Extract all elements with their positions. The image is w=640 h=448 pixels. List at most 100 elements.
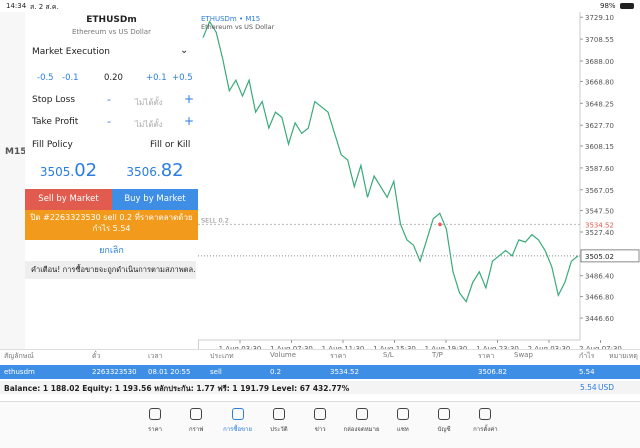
fill-policy: Fill Policy bbox=[32, 140, 73, 150]
price-line bbox=[202, 20, 579, 303]
lot-step: 0.20 bbox=[104, 73, 123, 83]
y-tick-label: 3608.15 bbox=[585, 143, 614, 151]
tab-icon[interactable] bbox=[396, 408, 409, 420]
sell-line-label: SELL 0.2 bbox=[201, 216, 229, 224]
column-header[interactable]: เวลา bbox=[148, 352, 163, 360]
bid-big: 02 bbox=[74, 160, 98, 181]
lot-step[interactable]: +0.5 bbox=[172, 73, 193, 83]
chart: 3729.10 3708.55 3688.00 3668.80 3648.25 3627.… bbox=[198, 12, 640, 352]
y-tick-label: 3668.80 bbox=[585, 78, 614, 86]
tab-label[interactable]: กราฟ bbox=[189, 426, 204, 433]
tab-label[interactable]: ประวัติ bbox=[270, 426, 288, 433]
lot-step[interactable]: -0.1 bbox=[62, 73, 79, 83]
tab-label[interactable]: บัญชี bbox=[437, 426, 451, 433]
tab-label[interactable]: ข่าว bbox=[314, 426, 326, 433]
tab-icon[interactable] bbox=[231, 408, 244, 420]
column-header[interactable]: S/L bbox=[383, 351, 394, 359]
take-profit: Take Profit bbox=[32, 117, 79, 127]
tab-icon[interactable] bbox=[438, 408, 451, 420]
ask: 3506.82 bbox=[112, 160, 198, 181]
fill-value[interactable]: Fill or Kill bbox=[150, 140, 191, 150]
tab-icon[interactable] bbox=[479, 408, 492, 420]
column-header[interactable]: ประเภท bbox=[210, 352, 234, 360]
trade-marker bbox=[438, 222, 442, 227]
status-time: 14:34 bbox=[6, 2, 27, 10]
x-tick-label: 2 Aug 07:30 bbox=[579, 345, 622, 352]
tp-value[interactable]: ไม่ได้ตั้ง bbox=[135, 120, 163, 129]
tab-icon[interactable] bbox=[190, 408, 203, 420]
y-tick-label: 3627.70 bbox=[585, 122, 614, 130]
sell-button[interactable]: Sell by Market bbox=[25, 189, 112, 210]
chart-symbol: ETHUSDm • M15 bbox=[201, 15, 260, 23]
tab-icon[interactable] bbox=[314, 408, 327, 420]
execution[interactable]: Market Execution bbox=[32, 47, 110, 57]
y-tick-label: 3527.40 bbox=[585, 229, 614, 237]
y-tick-label: 3729.10 bbox=[585, 14, 614, 22]
bid-main: 3505. bbox=[39, 165, 75, 179]
x-tick-label: 1 Aug 07:30 bbox=[270, 345, 313, 352]
column-header[interactable]: Swap bbox=[514, 351, 533, 359]
currency: USD bbox=[598, 383, 615, 392]
lot-step[interactable]: +0.1 bbox=[146, 73, 167, 83]
toolbar bbox=[0, 12, 26, 352]
tp-plus[interactable]: + bbox=[184, 114, 195, 128]
column-header[interactable]: สัญลักษณ์ bbox=[4, 352, 34, 360]
y-tick-label: 3547.50 bbox=[585, 208, 614, 216]
column-header[interactable]: ตั๋ว bbox=[92, 352, 101, 360]
ask-big: 82 bbox=[160, 160, 184, 181]
cell: 0.2 bbox=[270, 368, 282, 376]
balance: Balance: 1 188.02 Equity: 1 193.56 หลักป… bbox=[4, 384, 350, 393]
battery-icon bbox=[620, 3, 634, 9]
table-header-bg bbox=[0, 349, 640, 362]
y-tick-label: 3648.25 bbox=[585, 100, 614, 108]
timeframe[interactable]: M15 bbox=[5, 147, 27, 157]
column-header[interactable]: หมายเหตุ bbox=[609, 352, 638, 360]
plot-bg bbox=[198, 12, 580, 340]
x-tick-label: 1 Aug 15:30 bbox=[373, 345, 416, 352]
cancel[interactable]: ยกเลิก bbox=[99, 246, 124, 256]
y-tick-label: 3567.05 bbox=[585, 187, 614, 195]
current-price-tag bbox=[580, 249, 640, 263]
x-tick-label: 1 Aug 11:30 bbox=[322, 345, 365, 352]
sl-plus[interactable]: + bbox=[184, 92, 195, 106]
cell: 3534.52 bbox=[330, 368, 359, 376]
tab-label[interactable]: กล่องจดหมาย bbox=[343, 426, 380, 433]
tab-label[interactable]: การซื้อขาย bbox=[223, 426, 253, 433]
lot-step[interactable]: -0.5 bbox=[37, 73, 54, 83]
x-tick-label: 2 Aug 03:30 bbox=[528, 345, 571, 352]
column-header[interactable]: T/P bbox=[432, 351, 443, 359]
chevron[interactable]: ⌄ bbox=[180, 45, 189, 56]
tab-icon[interactable] bbox=[355, 408, 368, 420]
y-tick-label: 3446.60 bbox=[585, 315, 614, 323]
cell: 5.54 bbox=[579, 368, 595, 376]
buy-button[interactable]: Buy by Market bbox=[112, 189, 198, 210]
column-header[interactable]: ราคา bbox=[478, 352, 495, 360]
column-header[interactable]: Volume bbox=[270, 351, 297, 359]
cell: 08.01 20:55 bbox=[148, 368, 191, 376]
symbol[interactable]: ETHUSDm bbox=[86, 15, 137, 25]
tab-label[interactable]: ราคา bbox=[148, 426, 162, 433]
bid: 3505.02 bbox=[25, 160, 112, 181]
tp-minus[interactable]: - bbox=[107, 115, 111, 128]
status-date: ส. 2 ส.ค. bbox=[30, 3, 59, 11]
column-header[interactable]: กำไร bbox=[579, 352, 595, 360]
column-header[interactable]: ราคา bbox=[330, 352, 347, 360]
sell-price-label: 3534.52 bbox=[585, 221, 614, 229]
stop-loss: Stop Loss bbox=[32, 95, 76, 105]
tab-label[interactable]: แชท bbox=[396, 426, 409, 433]
notice: ปิด #2263323530 sell 0.2 ที่ราคาตลาดด้วย… bbox=[25, 210, 198, 240]
battery: 98% bbox=[600, 2, 616, 10]
chart-desc: Ethereum vs US Dollar bbox=[201, 23, 275, 31]
symbol-desc: Ethereum vs US Dollar bbox=[72, 28, 151, 36]
y-tick-label: 3708.55 bbox=[585, 36, 614, 44]
sl-minus[interactable]: - bbox=[107, 93, 111, 106]
tab-icon[interactable] bbox=[149, 408, 161, 420]
tab-icon[interactable] bbox=[272, 408, 285, 420]
balance-bar bbox=[0, 381, 640, 394]
tab-label[interactable]: การตั้งค่า bbox=[473, 426, 498, 433]
table-row-bg[interactable] bbox=[0, 365, 640, 379]
sl-value[interactable]: ไม่ได้ตั้ง bbox=[135, 98, 163, 107]
cell: sell bbox=[210, 368, 222, 376]
sell-price-tag bbox=[581, 219, 639, 230]
